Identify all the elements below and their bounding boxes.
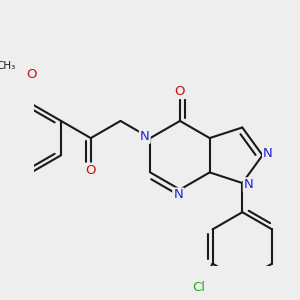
Text: O: O [175,85,185,98]
Text: Cl: Cl [192,281,205,295]
Text: N: N [263,147,273,160]
Text: N: N [140,130,150,143]
Text: N: N [173,188,183,202]
Text: N: N [244,178,254,191]
Text: CH₃: CH₃ [0,61,16,71]
Text: O: O [85,164,96,177]
Text: O: O [26,68,37,81]
